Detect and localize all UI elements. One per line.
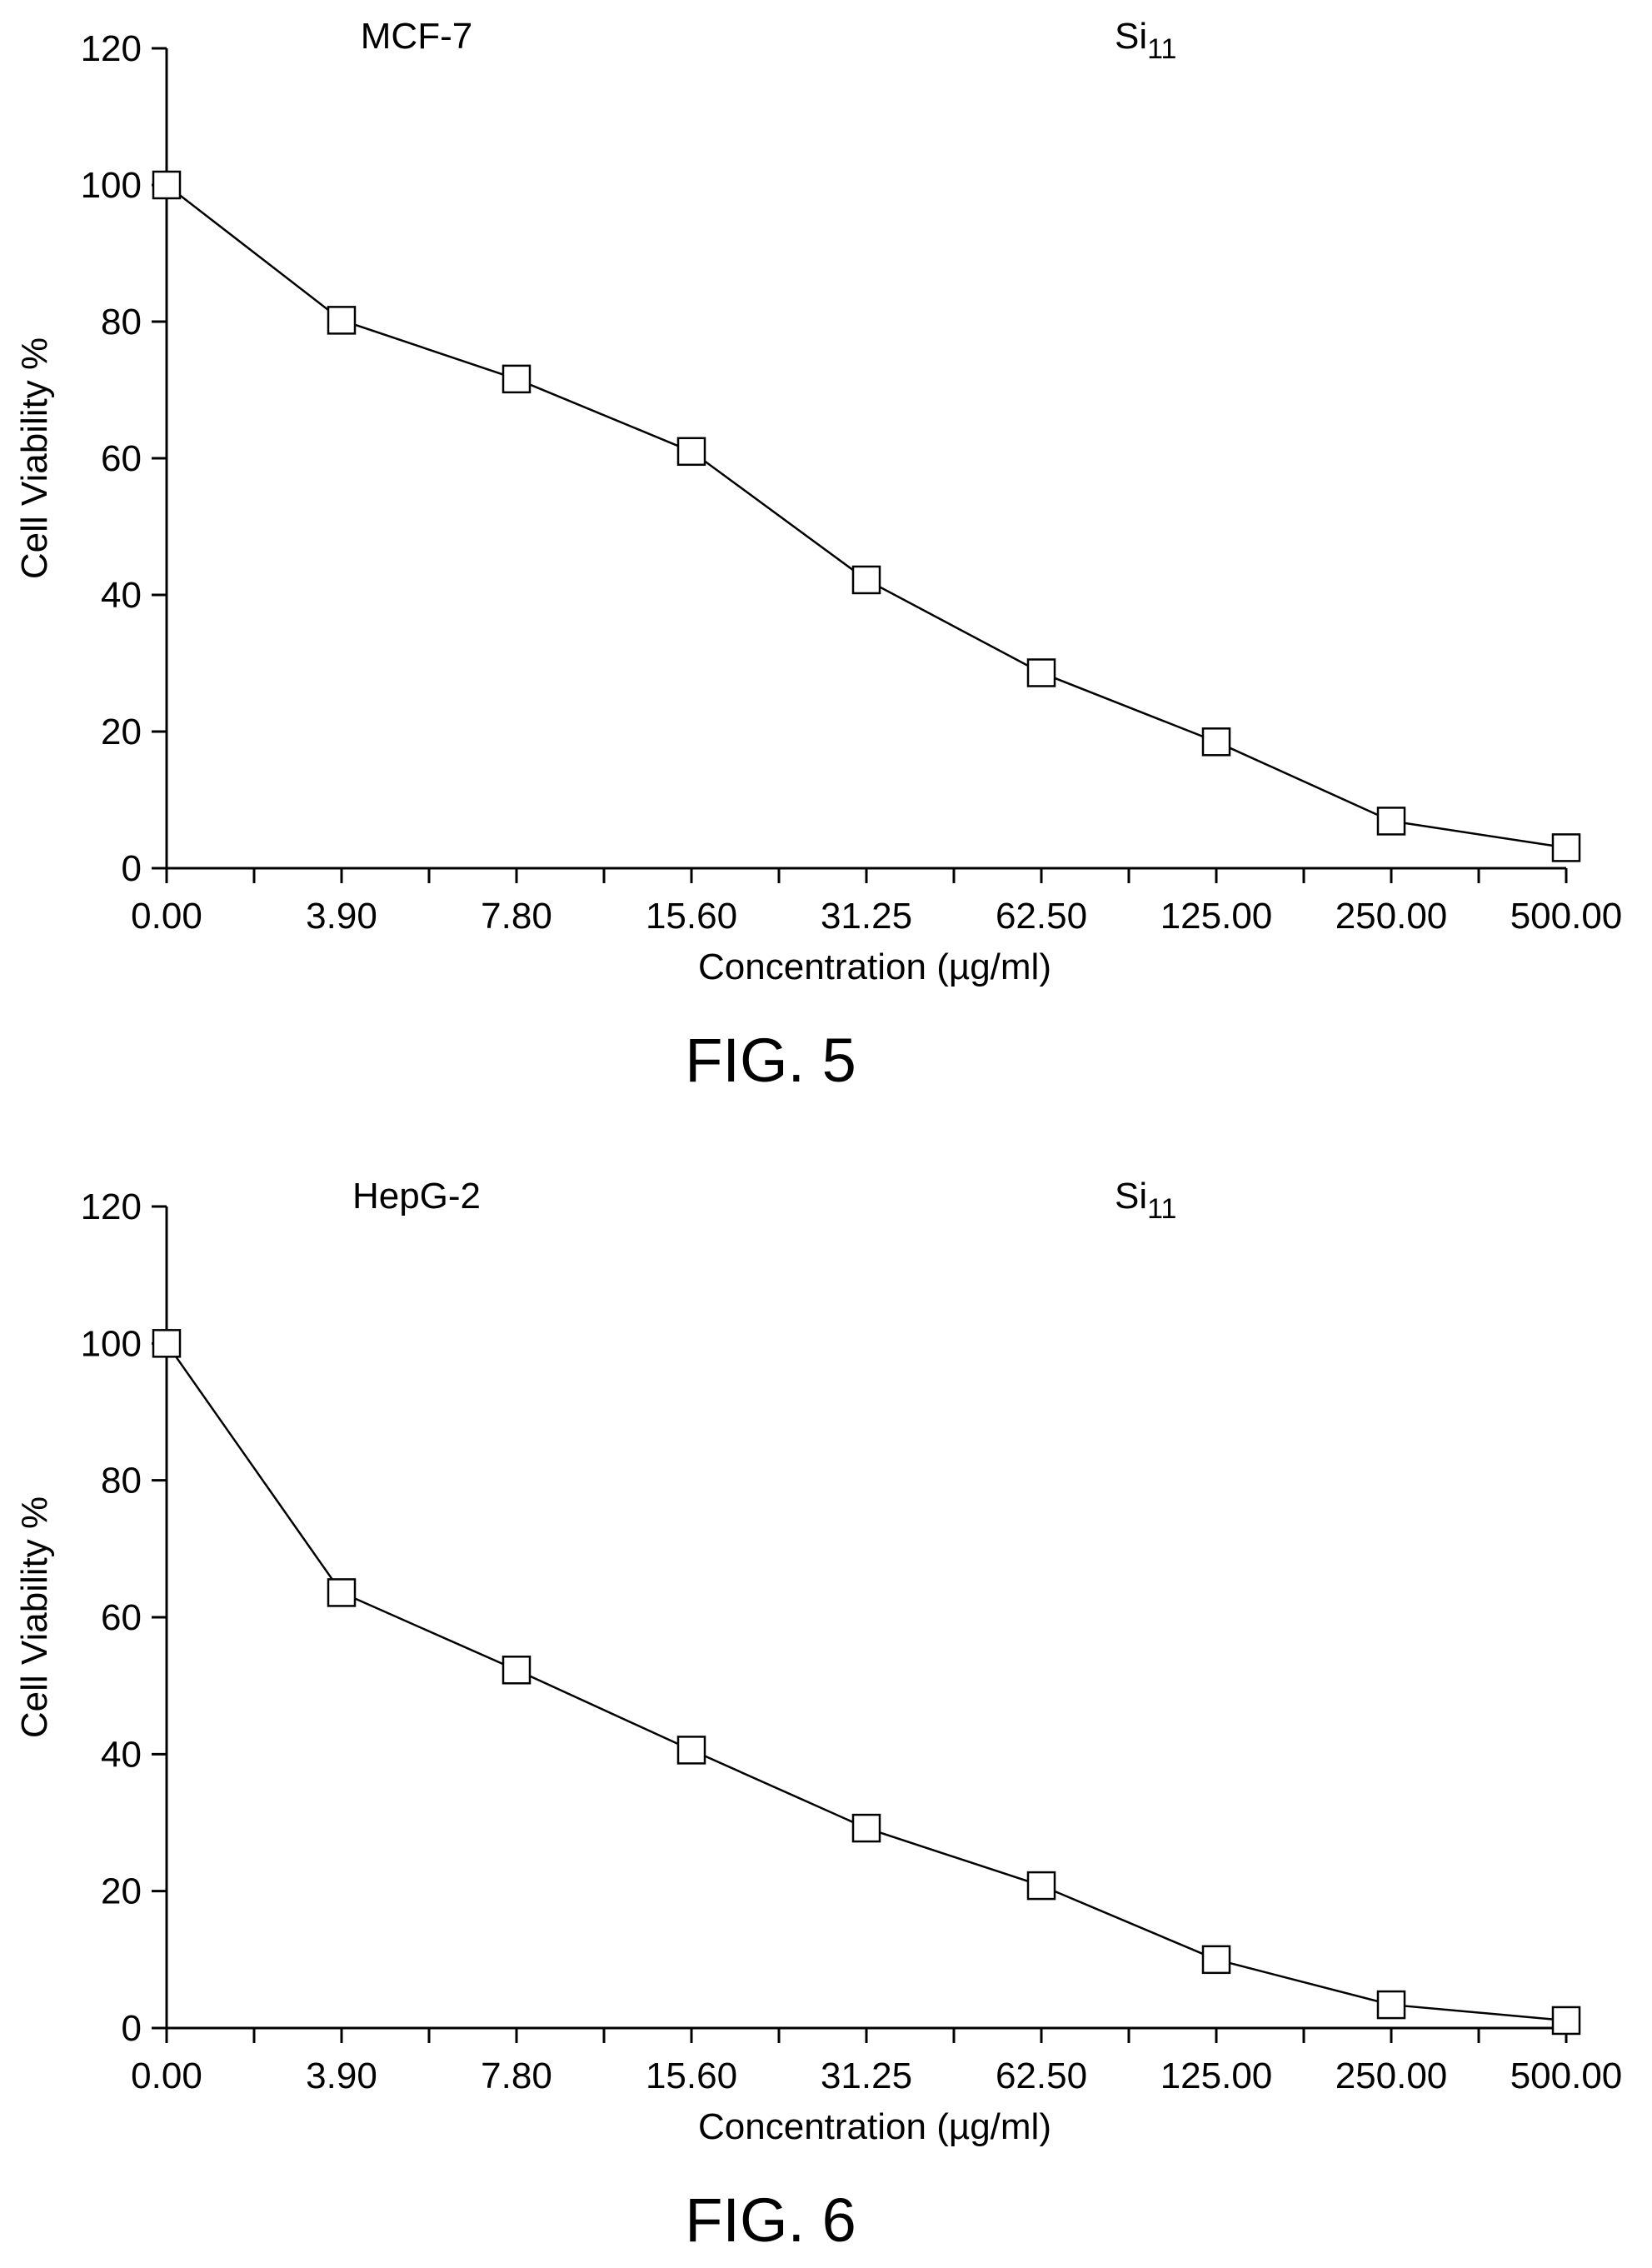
data-point <box>851 1813 881 1843</box>
data-point <box>1376 1990 1406 2020</box>
y-tick-label: 60 <box>101 438 142 479</box>
y-tick-label: 20 <box>101 1871 142 1912</box>
y-tick-label: 80 <box>101 302 142 342</box>
data-point <box>1201 1945 1231 1975</box>
data-point <box>1201 727 1231 757</box>
data-point <box>676 437 706 467</box>
series-line <box>165 1342 1567 2022</box>
y-tick-label: 80 <box>101 1461 142 1501</box>
x-tick-label: 3.90 <box>306 896 377 937</box>
x-tick-label: 15.60 <box>646 896 737 937</box>
data-point <box>1376 807 1406 836</box>
chart-title: HepG-2 <box>352 1176 481 1216</box>
x-tick-label: 7.80 <box>481 2056 552 2096</box>
y-tick-label: 100 <box>81 165 142 206</box>
x-tick-label: 15.60 <box>646 2056 737 2096</box>
y-tick-label: 40 <box>101 1734 142 1775</box>
x-tick-label: 250.00 <box>1335 896 1448 937</box>
chart-fig5: 0 20 40 60 80 100 120 0.00 3.90 7.80 15.60 31.25 62.… <box>14 16 1622 1095</box>
y-tick-label: 40 <box>101 575 142 616</box>
x-tick-label: 125.00 <box>1160 2056 1273 2096</box>
figure-caption: FIG. 5 <box>685 1026 856 1095</box>
data-point <box>1026 658 1056 687</box>
chart-fig6: 0 20 40 60 80 100 120 0.00 3.90 7.80 15.60 31.25 62.… <box>14 1176 1622 2255</box>
series-line <box>166 184 1567 849</box>
x-tick-label: 125.00 <box>1160 896 1273 937</box>
x-tick-label: 3.90 <box>306 2056 377 2096</box>
x-tick-label: 31.25 <box>821 896 912 937</box>
data-point <box>502 364 532 394</box>
data-point <box>1551 2006 1581 2036</box>
y-tick-label: 20 <box>101 712 142 752</box>
x-tick-label: 500.00 <box>1510 896 1623 937</box>
x-tick-label: 7.80 <box>481 896 552 937</box>
annotation-base: Si <box>1115 1176 1147 1216</box>
y-tick-label: 120 <box>81 28 142 69</box>
data-point <box>327 1578 357 1607</box>
data-point <box>851 565 881 595</box>
data-point <box>152 1329 182 1358</box>
x-tick-label: 62.50 <box>996 896 1087 937</box>
x-tick-label: 250.00 <box>1335 2056 1448 2096</box>
annotation-subscript: 11 <box>1147 1193 1176 1225</box>
x-tick-label: 0.00 <box>131 2056 202 2096</box>
data-point <box>1551 833 1581 862</box>
y-tick-label: 60 <box>101 1597 142 1638</box>
y-tick-label: 120 <box>81 1186 142 1227</box>
chart-annotation: Si11 <box>1115 16 1176 65</box>
x-tick-label: 0.00 <box>131 896 202 937</box>
data-point <box>152 170 182 200</box>
data-point <box>1026 1871 1056 1901</box>
data-point <box>327 306 357 335</box>
annotation-base: Si <box>1115 16 1147 57</box>
data-point <box>502 1656 532 1685</box>
chart-annotation: Si11 <box>1115 1176 1176 1225</box>
x-axis-label: Concentration (µg/ml) <box>698 2106 1051 2147</box>
y-tick-label: 0 <box>122 848 142 889</box>
y-axis-label: Cell Viability % <box>14 1496 55 1738</box>
y-tick-label: 100 <box>81 1323 142 1364</box>
y-tick-label: 0 <box>122 2008 142 2049</box>
chart-title: MCF-7 <box>361 16 472 57</box>
annotation-subscript: 11 <box>1147 33 1176 65</box>
figure-caption: FIG. 6 <box>685 2186 856 2255</box>
x-axis-label: Concentration (µg/ml) <box>698 947 1051 987</box>
y-axis-label: Cell Viability % <box>14 337 55 579</box>
data-point <box>676 1736 706 1765</box>
x-tick-label: 62.50 <box>996 2056 1087 2096</box>
x-tick-label: 500.00 <box>1510 2056 1623 2096</box>
x-tick-label: 31.25 <box>821 2056 912 2096</box>
